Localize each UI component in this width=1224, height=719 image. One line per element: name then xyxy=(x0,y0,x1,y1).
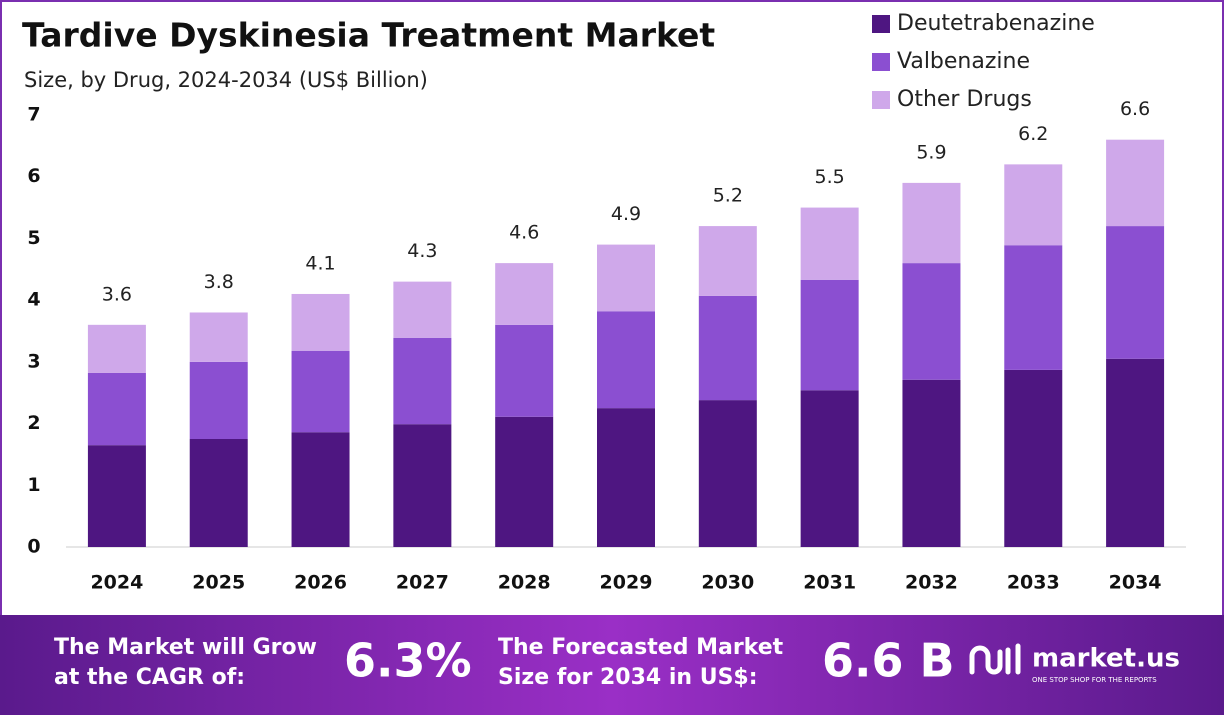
bar-segment xyxy=(902,263,961,380)
total-label: 4.1 xyxy=(305,252,335,274)
bar-segment xyxy=(495,324,554,417)
x-tick-label: 2031 xyxy=(803,572,856,594)
y-tick-label: 5 xyxy=(27,227,40,249)
tagline: ONE STOP SHOP FOR THE REPORTS xyxy=(1032,676,1157,684)
bar-segment xyxy=(87,372,146,446)
bar-segment xyxy=(1004,369,1063,547)
x-tick-label: 2025 xyxy=(192,572,245,594)
footer: The Market will Grow at the CAGR of: 6.3… xyxy=(54,634,1180,691)
bar-segment xyxy=(393,424,452,547)
bar-segment xyxy=(393,281,452,338)
bar-segment xyxy=(189,312,248,362)
bar-segment xyxy=(698,400,757,547)
legend-label: Deutetrabenazine xyxy=(897,11,1095,36)
bar-segment xyxy=(698,295,757,401)
legend-label: Other Drugs xyxy=(897,87,1032,112)
y-tick-label: 1 xyxy=(27,474,40,496)
legend-label: Valbenazine xyxy=(897,49,1030,74)
x-tick-label: 2033 xyxy=(1007,572,1060,594)
bar-segment xyxy=(1106,139,1165,227)
bar-segment xyxy=(698,226,757,296)
forecast-text: Size for 2034 in US$: xyxy=(498,665,758,690)
bar-segment xyxy=(495,263,554,325)
x-tick-label: 2027 xyxy=(396,572,449,594)
legend-swatch xyxy=(872,15,890,33)
y-tick-label: 6 xyxy=(27,165,40,187)
total-label: 3.6 xyxy=(102,283,132,305)
bar-segment xyxy=(800,390,859,547)
bar-segment xyxy=(902,182,961,264)
legend-swatch xyxy=(872,91,890,109)
bar-segment xyxy=(597,244,655,312)
cagr-text: The Market will Grow xyxy=(54,635,317,660)
bar-segment xyxy=(800,207,859,280)
chart-subtitle: Size, by Drug, 2024-2034 (US$ Billion) xyxy=(24,68,428,92)
chart-title: Tardive Dyskinesia Treatment Market xyxy=(22,16,715,55)
total-label: 5.2 xyxy=(713,185,743,207)
bar-segment xyxy=(291,293,350,351)
total-label: 5.9 xyxy=(916,141,946,163)
bar-segment xyxy=(1004,164,1063,246)
total-label: 3.8 xyxy=(204,271,234,293)
total-label: 6.6 xyxy=(1120,98,1150,120)
bar-segment xyxy=(597,408,655,547)
bar-segment xyxy=(1106,226,1165,359)
cagr-value: 6.3% xyxy=(344,634,472,688)
y-tick-label: 0 xyxy=(27,536,40,558)
x-tick-label: 2030 xyxy=(701,572,754,594)
total-label: 4.9 xyxy=(611,203,641,225)
bar-segment xyxy=(393,337,452,425)
y-tick-label: 4 xyxy=(27,289,40,311)
brand-logo xyxy=(969,643,1021,675)
forecast-text: The Forecasted Market xyxy=(498,635,784,660)
y-tick-label: 3 xyxy=(27,350,40,372)
bar-segment xyxy=(495,416,554,547)
bar-segment xyxy=(87,445,146,547)
y-tick-label: 7 xyxy=(27,104,40,126)
brand: market.us xyxy=(1032,644,1180,674)
bar-segment xyxy=(291,350,350,433)
total-label: 4.6 xyxy=(509,222,539,244)
total-label: 6.2 xyxy=(1018,123,1048,145)
bar-segment xyxy=(1106,358,1165,547)
y-tick-label: 2 xyxy=(27,412,40,434)
total-label: 4.3 xyxy=(407,240,437,262)
total-label: 5.5 xyxy=(815,166,845,188)
bar-segment xyxy=(800,279,859,391)
x-tick-label: 2026 xyxy=(294,572,347,594)
x-tick-label: 2032 xyxy=(905,572,958,594)
x-tick-label: 2029 xyxy=(600,572,653,594)
bar-segment xyxy=(291,432,350,547)
x-tick-label: 2034 xyxy=(1109,572,1162,594)
bar-segment xyxy=(87,324,146,373)
forecast-value: 6.6 B xyxy=(822,634,955,688)
x-tick-label: 2024 xyxy=(90,572,143,594)
bar-segment xyxy=(902,379,961,547)
bar-segment xyxy=(1004,245,1063,370)
bar-segment xyxy=(189,439,248,547)
x-tick-label: 2028 xyxy=(498,572,551,594)
bar-segment xyxy=(189,361,248,439)
legend-swatch xyxy=(872,53,890,71)
bar-segment xyxy=(597,311,655,409)
cagr-text: at the CAGR of: xyxy=(54,665,245,690)
